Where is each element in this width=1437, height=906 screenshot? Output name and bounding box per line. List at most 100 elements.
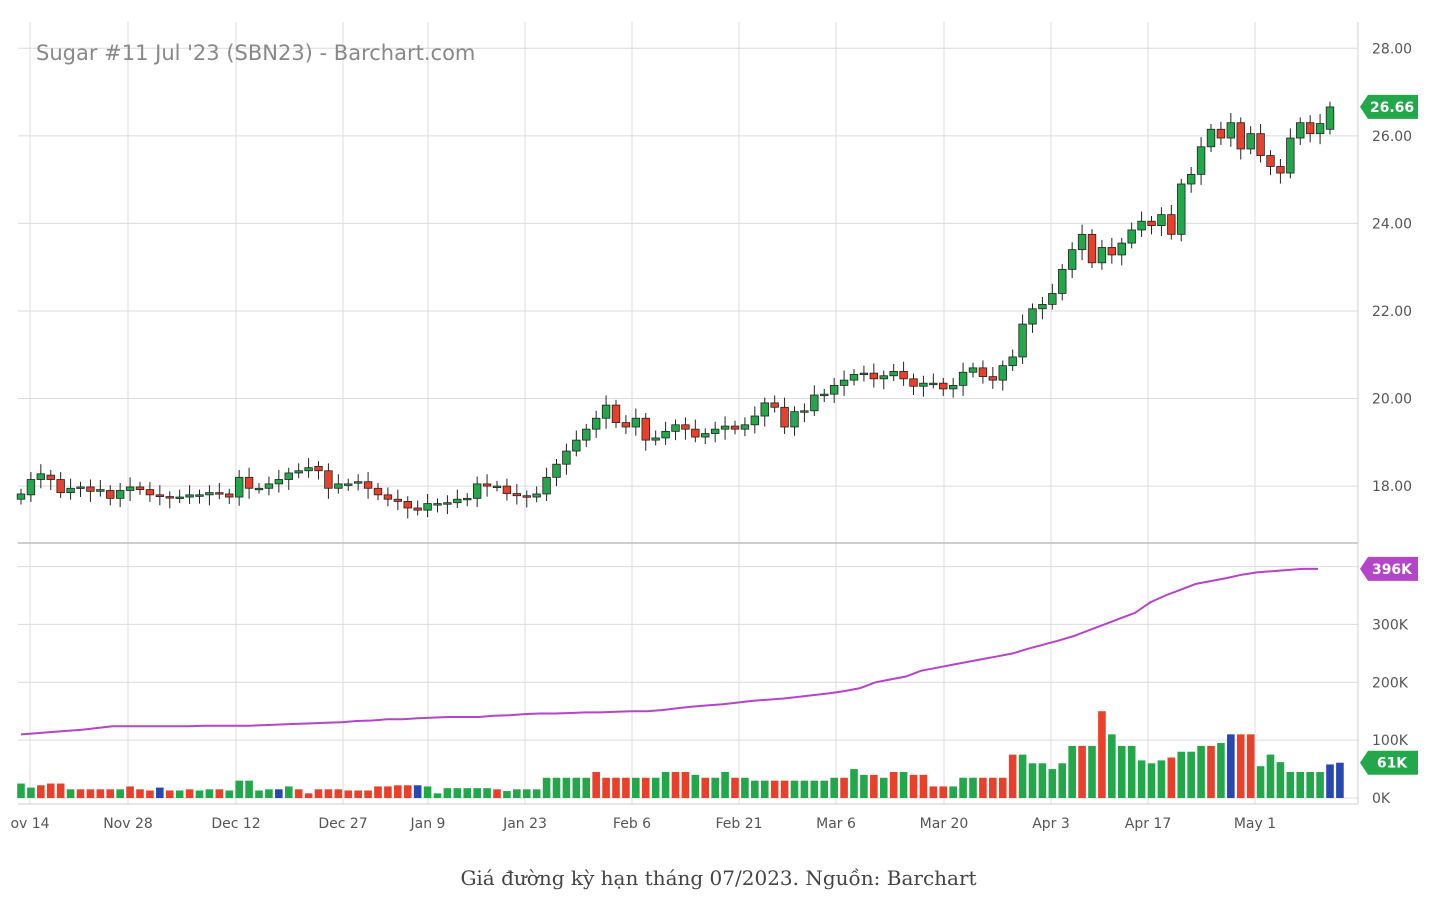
volume-bar <box>632 777 640 798</box>
date-tick-label: Jan 9 <box>410 816 446 832</box>
candle-body <box>671 424 680 432</box>
candle <box>948 377 958 398</box>
candle <box>988 366 998 389</box>
volume-bar <box>909 774 918 798</box>
candle-body <box>948 384 958 390</box>
candle <box>869 363 879 388</box>
candle-body <box>770 402 779 408</box>
volume-bar <box>185 789 194 798</box>
candle-body <box>403 501 412 509</box>
candle <box>66 478 75 500</box>
candle-body <box>849 374 859 381</box>
candle <box>939 377 948 396</box>
candle-body <box>1097 247 1107 264</box>
candle <box>1008 349 1017 371</box>
volume-bar <box>681 771 690 798</box>
volume-bar <box>27 787 35 798</box>
candle <box>86 479 95 502</box>
candle-body <box>998 365 1007 381</box>
date-tick-label: Apr 17 <box>1125 816 1171 832</box>
candle-body <box>1028 308 1037 325</box>
volume-bar <box>1137 760 1146 798</box>
candle-body <box>1038 303 1047 310</box>
volume-bar <box>840 777 848 798</box>
candle <box>582 423 591 448</box>
volume-bar <box>165 790 174 798</box>
volume-bar <box>959 777 967 798</box>
candle-body <box>1266 155 1275 167</box>
candle-body <box>879 375 888 380</box>
volume-bar <box>1296 771 1305 798</box>
candle <box>195 489 204 504</box>
candle <box>1157 207 1166 237</box>
figure-caption: Giá đường kỳ hạn tháng 07/2023. Nguồn: B… <box>460 866 977 890</box>
candle <box>800 403 809 423</box>
volume-bar <box>384 786 392 798</box>
volume-bar <box>56 783 65 798</box>
volume-bar <box>423 786 432 798</box>
candle <box>1058 264 1067 301</box>
candle-body <box>532 493 541 498</box>
candle-body <box>175 496 184 499</box>
candle-body <box>1296 122 1305 139</box>
candle-body <box>443 502 452 505</box>
volume-bar <box>1217 743 1225 798</box>
volume-bar <box>324 789 333 798</box>
candle-body <box>1117 242 1126 256</box>
candle <box>56 472 65 498</box>
price-tick-label: 28.00 <box>1372 41 1412 57</box>
candle-body <box>1018 323 1027 358</box>
volume-bar <box>889 771 898 798</box>
candle-body <box>234 476 244 498</box>
volume-bar <box>1167 757 1176 798</box>
candle <box>701 428 710 445</box>
volume-bar <box>235 780 243 798</box>
date-tick-label: ov 14 <box>10 816 49 832</box>
candle <box>433 498 442 513</box>
candle-body <box>36 473 46 480</box>
candle-body <box>393 498 403 502</box>
candle-body <box>750 415 760 426</box>
candle <box>383 487 393 507</box>
candle-body <box>968 367 978 373</box>
volume-bar <box>17 783 25 798</box>
last-price-badge-label: 26.66 <box>1370 100 1414 116</box>
volume-bar <box>731 777 739 798</box>
candle <box>373 483 383 501</box>
candle <box>562 443 571 475</box>
volume-bar <box>969 777 977 798</box>
candle-body <box>1127 229 1136 244</box>
candle <box>96 479 105 497</box>
candle-body <box>1276 166 1285 174</box>
candle-body <box>1058 268 1067 294</box>
volume-bar <box>1187 751 1195 798</box>
candle <box>215 483 224 500</box>
candle-body <box>611 404 621 424</box>
candle-body <box>1177 183 1186 235</box>
volume-bar <box>770 780 779 798</box>
volume-bar <box>493 789 501 798</box>
volume-bar <box>1227 734 1235 798</box>
volume-bar <box>751 780 759 798</box>
volume-bar <box>354 790 362 798</box>
date-tick-label: Feb 6 <box>613 816 651 832</box>
candle <box>591 410 601 438</box>
candle <box>681 417 690 440</box>
candle <box>958 362 968 396</box>
candle-body <box>939 382 948 390</box>
volume-bar <box>403 785 412 798</box>
candle-body <box>502 485 512 494</box>
candle <box>353 474 363 491</box>
volume-bar <box>1058 763 1067 798</box>
candle <box>115 483 125 508</box>
candle-body <box>76 486 85 489</box>
candle-body <box>1226 122 1236 139</box>
volume-tick-label: 200K <box>1372 675 1409 691</box>
candle <box>1067 242 1077 279</box>
candle <box>423 493 432 518</box>
volume-bar <box>790 780 799 798</box>
candle-body <box>373 487 383 496</box>
candle-body <box>363 481 373 489</box>
volume-bar <box>294 789 303 798</box>
volume-bar <box>86 789 95 798</box>
